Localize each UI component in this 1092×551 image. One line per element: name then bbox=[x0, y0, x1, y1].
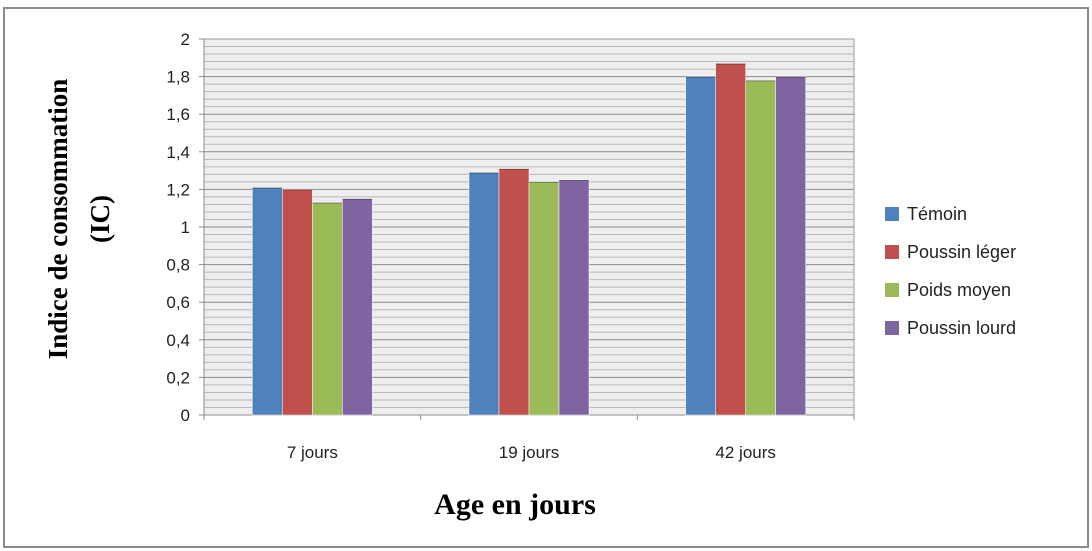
bar-chart: 0 0,2 0,4 0,6 0,8 1 1,2 1,4 1,6 1,8 2 7 jours 19 jo… bbox=[43, 30, 1016, 521]
legend: Témoin Poussin léger Poids moyen Poussin lo… bbox=[885, 204, 1016, 338]
legend-label: Poussin léger bbox=[907, 242, 1016, 262]
x-axis-title: Age en jours bbox=[434, 488, 596, 521]
bar-1-1 bbox=[252, 187, 283, 416]
legend-swatch bbox=[885, 245, 899, 259]
bar-3-3 bbox=[745, 80, 776, 416]
y-axis-title-line2: (IC) bbox=[85, 195, 115, 243]
y-tick-label: 0 bbox=[181, 406, 190, 425]
bar-1-2 bbox=[468, 172, 500, 416]
bar-3-2 bbox=[528, 181, 560, 416]
y-tick-label: 1,2 bbox=[166, 180, 190, 199]
bars bbox=[252, 63, 806, 416]
y-tick-label: 0,8 bbox=[166, 256, 190, 275]
x-tick-labels: 7 jours 19 jours 42 jours bbox=[287, 443, 776, 462]
y-tick-label: 0,4 bbox=[166, 331, 190, 350]
bar-4-3 bbox=[775, 76, 806, 416]
legend-label: Poids moyen bbox=[907, 280, 1011, 300]
y-tick-labels: 0 0,2 0,4 0,6 0,8 1 1,2 1,4 1,6 1,8 2 bbox=[166, 30, 190, 425]
bar-2-3 bbox=[715, 63, 746, 416]
y-tick-label: 2 bbox=[181, 30, 190, 49]
legend-swatch bbox=[885, 207, 899, 221]
legend-label: Poussin lourd bbox=[907, 318, 1016, 338]
y-tick-label: 0,2 bbox=[166, 368, 190, 387]
bar-4-1 bbox=[342, 198, 373, 416]
bar-3-1 bbox=[312, 202, 343, 416]
bar-2-1 bbox=[282, 189, 313, 416]
y-tick-label: 0,6 bbox=[166, 293, 190, 312]
y-tick-label: 1,8 bbox=[166, 68, 190, 87]
bar-4-2 bbox=[558, 179, 590, 416]
x-tick-label: 7 jours bbox=[287, 443, 338, 462]
bar-1-3 bbox=[685, 76, 716, 416]
y-tick-label: 1,4 bbox=[166, 143, 190, 162]
y-axis-title-line1: Indice de consommation bbox=[43, 79, 73, 360]
chart-frame: 0 0,2 0,4 0,6 0,8 1 1,2 1,4 1,6 1,8 2 7 jours 19 jo… bbox=[3, 7, 1089, 548]
x-tick-label: 42 jours bbox=[715, 443, 775, 462]
y-tick-label: 1,6 bbox=[166, 105, 190, 124]
x-tick-label: 19 jours bbox=[499, 443, 559, 462]
y-tick-label: 1 bbox=[181, 218, 190, 237]
legend-label: Témoin bbox=[907, 204, 967, 224]
legend-swatch bbox=[885, 321, 899, 335]
legend-swatch bbox=[885, 283, 899, 297]
bar-2-2 bbox=[498, 168, 530, 416]
